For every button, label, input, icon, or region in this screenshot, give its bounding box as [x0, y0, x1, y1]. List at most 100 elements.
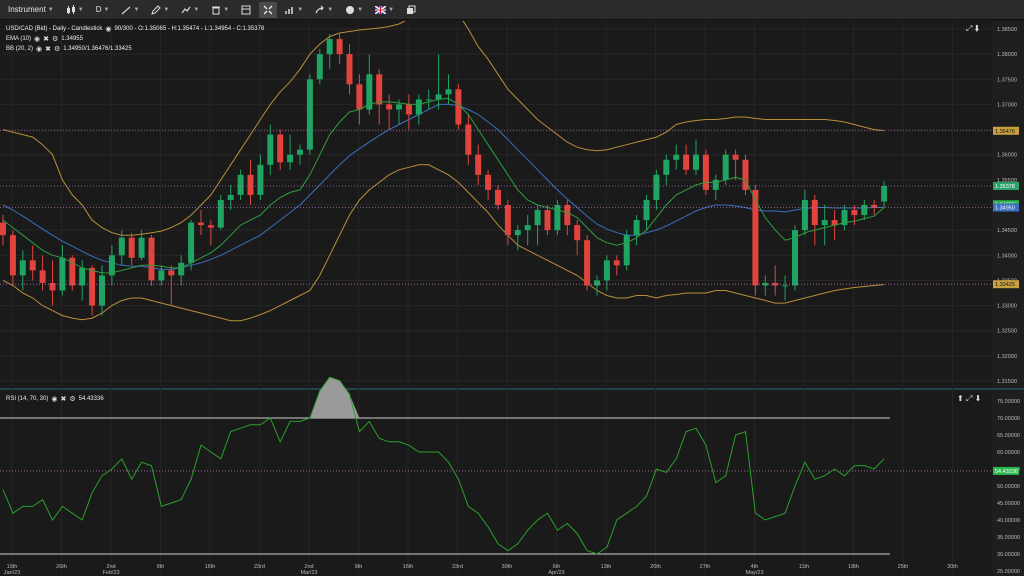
- candle-body: [485, 174, 492, 190]
- chevron-down-icon: ▼: [193, 6, 200, 13]
- price-tick-label: 1.31500: [997, 379, 1017, 385]
- expand-icon[interactable]: ⤢: [966, 24, 973, 33]
- time-month-label: Jan/23: [4, 570, 21, 576]
- candle-body: [425, 99, 432, 101]
- candle-body: [316, 54, 323, 80]
- gear-icon[interactable]: ⚙: [69, 396, 76, 403]
- candle-body: [544, 210, 551, 231]
- layout-button[interactable]: [237, 2, 255, 18]
- gear-icon[interactable]: ⚙: [52, 36, 59, 43]
- candle-body: [99, 275, 105, 306]
- axis-bg: [992, 21, 1024, 576]
- drawing-tool-menu[interactable]: ▼: [147, 2, 173, 18]
- rsi-tick-label: 60.00000: [997, 450, 1020, 456]
- candle-body: [29, 260, 36, 271]
- candle-body: [39, 270, 46, 283]
- candle-body: [455, 89, 462, 125]
- chevron-down-icon: ▼: [103, 6, 110, 13]
- symbol-label: USD/CAD (Bid) - Daily - Candlestick: [6, 26, 103, 32]
- candle-body: [306, 79, 313, 150]
- line-tool-menu[interactable]: ▼: [117, 2, 143, 18]
- signal-menu[interactable]: ▼: [281, 2, 307, 18]
- chart-type-menu[interactable]: ▼: [62, 2, 88, 18]
- chevron-down-icon: ▼: [133, 6, 140, 13]
- candle-body: [841, 210, 848, 226]
- candle-body: [405, 104, 412, 115]
- instrument-label: Instrument: [8, 5, 46, 14]
- eye-icon[interactable]: ◉: [34, 36, 41, 43]
- candle-body: [297, 149, 303, 155]
- candle-body: [554, 205, 561, 231]
- candle-body: [643, 199, 650, 221]
- window-button[interactable]: [402, 2, 420, 18]
- delete-menu[interactable]: ▼: [207, 2, 233, 18]
- ema-value: 1.34955: [61, 36, 83, 42]
- candlestick-icon: [66, 4, 75, 14]
- candle-body: [168, 270, 175, 276]
- eye-icon[interactable]: ◉: [51, 396, 58, 403]
- time-tick-label: 20th: [650, 564, 661, 570]
- ema-label: EMA (10): [6, 36, 32, 42]
- candle-body: [128, 237, 135, 258]
- candle-body: [871, 205, 878, 208]
- candle-body: [267, 134, 274, 165]
- theme-menu[interactable]: ▼: [341, 2, 367, 18]
- period-label: D: [95, 5, 102, 14]
- time-month-label: Mar/23: [300, 570, 317, 576]
- rsi-label: RSI (14, 70, 30): [6, 396, 49, 402]
- price-tick-label: 1.32500: [997, 329, 1017, 335]
- language-menu[interactable]: ▼: [371, 2, 398, 18]
- price-pane-controls: ⤢ ⬇: [966, 24, 980, 34]
- candle-body: [89, 267, 96, 306]
- arrow-up-icon[interactable]: ⬆: [957, 394, 964, 403]
- candle-body: [594, 280, 600, 286]
- time-tick-label: 4th: [751, 564, 759, 570]
- close-icon[interactable]: ✖: [60, 396, 67, 403]
- candle-body: [831, 220, 838, 226]
- bb-label: BB (20, 2): [6, 46, 34, 52]
- candle-body: [198, 222, 204, 226]
- indicator-menu[interactable]: ▼: [177, 2, 203, 18]
- time-tick-label: 23rd: [452, 564, 463, 570]
- period-menu[interactable]: D ▼: [92, 2, 114, 18]
- share-menu[interactable]: ▼: [311, 2, 337, 18]
- candle-body: [623, 235, 630, 266]
- rsi-value: 54.43336: [78, 396, 104, 402]
- candle-body: [69, 257, 76, 286]
- candle-body: [287, 154, 294, 163]
- candle-body: [702, 154, 709, 190]
- rsi-badge: [993, 466, 1019, 475]
- close-icon[interactable]: ✖: [43, 36, 49, 43]
- candle-body: [227, 194, 234, 200]
- rsi-tick-label: 40.00000: [997, 518, 1020, 524]
- eye-icon[interactable]: ◉: [36, 46, 43, 53]
- candle-body: [148, 237, 155, 281]
- time-tick-label: 18th: [848, 564, 859, 570]
- instrument-menu[interactable]: Instrument ▼: [4, 2, 58, 18]
- price-badge-label: 1.34950: [995, 206, 1015, 212]
- time-month-label: May/23: [745, 570, 763, 576]
- candle-body: [247, 174, 254, 195]
- rsi-line: [2, 376, 885, 555]
- rsi-tick-label: 45.00000: [997, 501, 1020, 507]
- price-badge-label: 1.33425: [995, 282, 1015, 288]
- gear-icon[interactable]: ⚙: [54, 46, 61, 53]
- toolbar: Instrument ▼ ▼ D ▼ ▼ ▼ ▼ ▼ ▼ ▼ ▼ ▼: [0, 0, 1024, 20]
- time-tick-label: 23rd: [254, 564, 265, 570]
- arrow-down-icon[interactable]: ⬇: [974, 24, 980, 33]
- time-tick-label: 2nd: [304, 564, 313, 570]
- time-month-label: Apr/23: [548, 570, 564, 576]
- rsi-tick-label: 65.00000: [997, 433, 1020, 439]
- candle-body: [504, 205, 511, 236]
- arrow-down-icon[interactable]: ⬇: [974, 394, 982, 403]
- close-icon[interactable]: ✖: [45, 46, 51, 53]
- fit-button[interactable]: [259, 1, 278, 18]
- candle-body: [0, 222, 6, 236]
- layout-icon: [241, 5, 251, 14]
- expand-icon[interactable]: ⤢: [965, 394, 973, 403]
- eye-icon[interactable]: ◉: [105, 26, 112, 33]
- candle-body: [732, 154, 739, 160]
- candle-body: [742, 159, 749, 190]
